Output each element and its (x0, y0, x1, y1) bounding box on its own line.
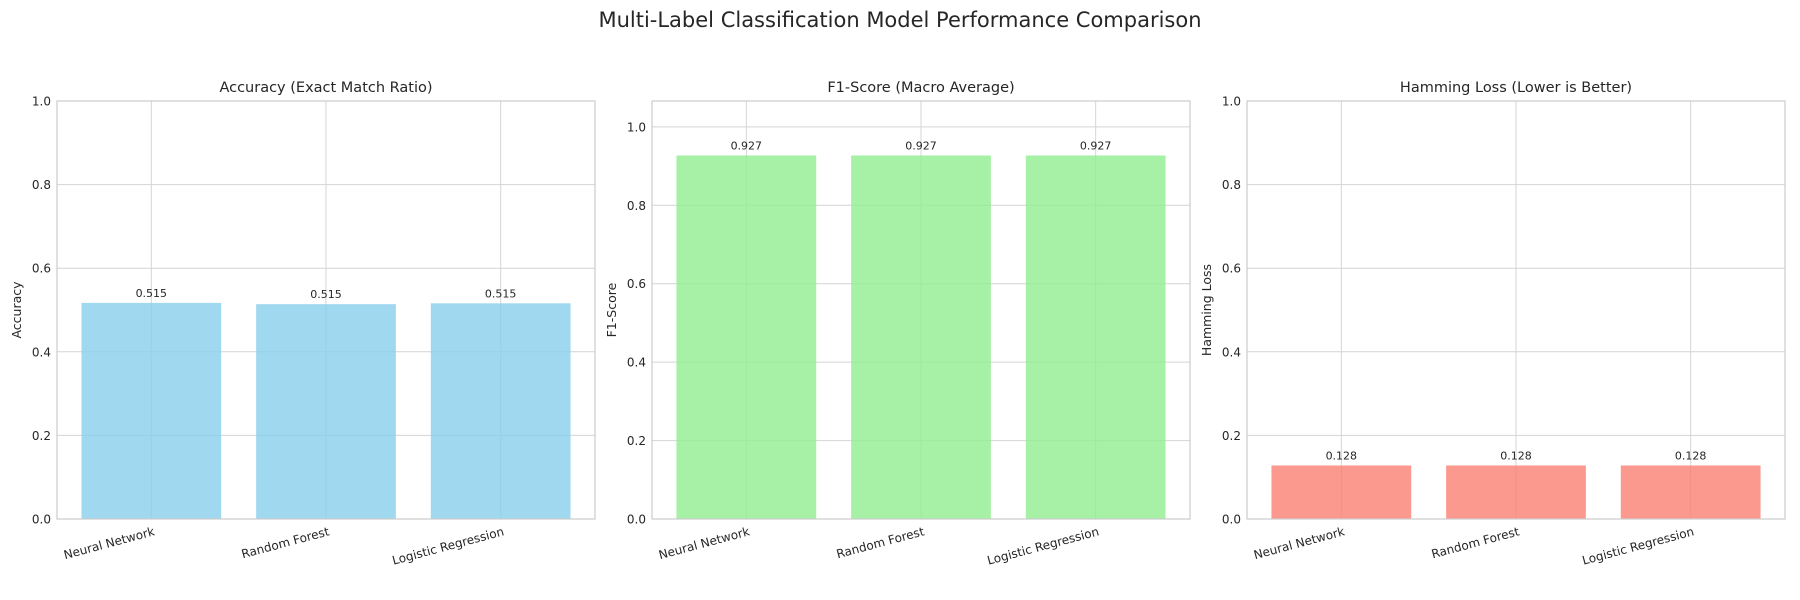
panel-title: F1-Score (Macro Average) (827, 80, 1014, 96)
chart-panels: 0.0 0.2 0.4 0.6 0.8 1.0 0.515 Neural Network 0.5… (9, 80, 1786, 568)
axes-frame (56, 100, 596, 520)
bar-value-label: 0.515 (310, 288, 342, 301)
bar-value-label: 0.515 (136, 287, 168, 300)
y-tick-label: 1.0 (1222, 95, 1241, 109)
y-tick-label: 1.0 (32, 95, 51, 109)
bar-value-label: 0.927 (731, 140, 763, 153)
y-tick-label: 0.6 (32, 262, 51, 276)
y-tick-label: 0.2 (627, 434, 646, 448)
y-tick-label: 0.0 (1222, 513, 1241, 527)
y-tick-label: 0.2 (32, 429, 51, 443)
axes-frame (1246, 100, 1786, 520)
x-tick-label: Neural Network (62, 524, 156, 562)
axes-frame (651, 100, 1191, 520)
bar (256, 304, 396, 519)
x-tick-label: Random Forest (240, 524, 331, 561)
panel-title: Hamming Loss (Lower is Better) (1400, 80, 1632, 96)
x-tick-label: Logistic Regression (391, 524, 506, 567)
x-tick-label: Neural Network (1252, 524, 1346, 562)
y-tick-label: 0.0 (627, 513, 646, 527)
bar-value-label: 0.927 (1080, 140, 1112, 153)
y-tick-label: 0.8 (627, 199, 646, 213)
bar (1025, 155, 1166, 519)
y-axis-label: Accuracy (9, 281, 24, 339)
y-tick-label: 0.4 (627, 356, 646, 370)
bar (851, 155, 991, 519)
panel-title: Accuracy (Exact Match Ratio) (219, 80, 432, 96)
x-tick-label: Neural Network (657, 524, 751, 562)
bar-value-label: 0.128 (1500, 449, 1532, 462)
chart-panel-3: 0.0 0.2 0.4 0.6 0.8 1.0 0.128 Neural Network 0.1… (1199, 80, 1786, 568)
bar (1446, 465, 1586, 519)
bar (81, 302, 222, 519)
bar (430, 303, 571, 519)
x-tick-label: Random Forest (1430, 524, 1521, 561)
x-tick-label: Logistic Regression (986, 524, 1101, 567)
y-tick-label: 1.0 (627, 120, 646, 134)
bar-value-label: 0.515 (485, 287, 517, 300)
y-tick-label: 0.8 (1222, 178, 1241, 192)
figure-title: Multi-Label Classification Model Perform… (598, 8, 1201, 32)
bar (1271, 465, 1412, 519)
y-tick-label: 0.4 (1222, 345, 1241, 359)
y-axis-label: F1-Score (604, 282, 619, 337)
bar (1620, 465, 1761, 519)
bar-value-label: 0.927 (905, 140, 937, 153)
y-tick-label: 0.8 (32, 178, 51, 192)
chart-panel-2: 0.0 0.2 0.4 0.6 0.8 1.0 0.927 Neural Network 0.9… (604, 80, 1191, 568)
x-tick-label: Random Forest (835, 524, 926, 561)
chart-panel-1: 0.0 0.2 0.4 0.6 0.8 1.0 0.515 Neural Network 0.5… (9, 80, 596, 568)
y-axis-label: Hamming Loss (1199, 264, 1214, 356)
bar-value-label: 0.128 (1675, 449, 1707, 462)
y-tick-label: 0.6 (1222, 262, 1241, 276)
bar (676, 155, 817, 519)
y-tick-label: 0.4 (32, 345, 51, 359)
y-tick-label: 0.2 (1222, 429, 1241, 443)
y-tick-label: 0.0 (32, 513, 51, 527)
x-tick-label: Logistic Regression (1581, 524, 1696, 567)
bar-value-label: 0.128 (1326, 449, 1358, 462)
y-tick-label: 0.6 (627, 277, 646, 291)
